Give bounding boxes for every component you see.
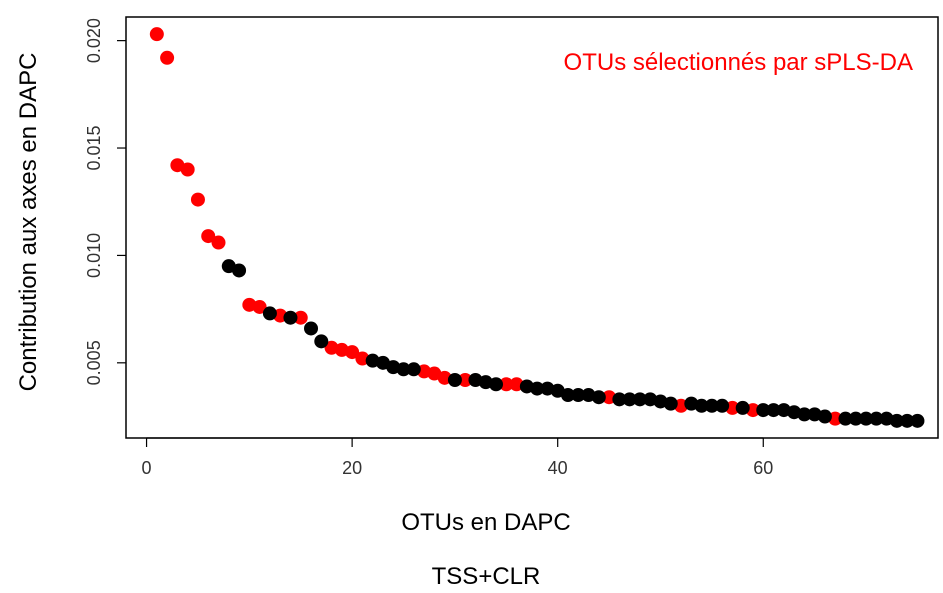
data-point	[797, 407, 812, 422]
x-tick-label: 0	[142, 458, 152, 478]
data-point	[345, 345, 360, 360]
data-point	[406, 362, 421, 377]
data-point	[869, 411, 884, 426]
x-tick-label: 40	[548, 458, 568, 478]
data-point	[211, 235, 226, 250]
annotation-label: OTUs sélectionnés par sPLS-DA	[564, 49, 913, 76]
y-tick-label: 0.005	[84, 340, 104, 385]
data-point	[622, 392, 637, 407]
data-point	[756, 403, 771, 418]
data-point	[704, 398, 719, 413]
data-point	[663, 396, 678, 411]
y-tick-label: 0.010	[84, 233, 104, 278]
data-point	[735, 400, 750, 415]
x-axis-title: OTUs en DAPC	[401, 509, 570, 536]
data-point	[859, 411, 874, 426]
data-point	[201, 229, 216, 244]
data-point	[232, 263, 247, 278]
data-point	[160, 50, 175, 65]
data-point	[149, 27, 164, 42]
y-tick-label: 0.015	[84, 126, 104, 171]
y-tick-label: 0.020	[84, 18, 104, 63]
data-point	[900, 413, 915, 428]
data-point	[889, 413, 904, 428]
data-point	[560, 388, 575, 403]
data-point	[632, 392, 647, 407]
data-point	[499, 377, 514, 392]
data-point	[314, 334, 329, 349]
chart-caption: TSS+CLR	[432, 563, 541, 590]
data-point	[252, 299, 267, 314]
x-axis: 0 20 40 60	[142, 437, 773, 478]
data-point	[190, 192, 205, 207]
plot-frame	[125, 16, 939, 439]
data-point	[489, 377, 504, 392]
data-point	[848, 411, 863, 426]
data-point	[694, 398, 709, 413]
data-point	[458, 373, 473, 388]
data-point	[715, 398, 730, 413]
data-point	[262, 306, 277, 321]
x-tick-label: 60	[753, 458, 773, 478]
data-point	[396, 362, 411, 377]
data-point	[293, 310, 308, 325]
data-point	[612, 392, 627, 407]
data-point	[447, 373, 462, 388]
data-point	[180, 162, 195, 177]
data-point	[766, 403, 781, 418]
data-point	[838, 411, 853, 426]
data-point	[283, 310, 298, 325]
y-axis: 0.005 0.010 0.015 0.020	[84, 18, 126, 385]
x-tick-label: 20	[342, 458, 362, 478]
data-point	[571, 388, 586, 403]
data-point	[530, 381, 545, 396]
data-points	[149, 27, 925, 428]
y-axis-title: Contribution aux axes en DAPC	[15, 53, 42, 392]
data-point	[910, 413, 925, 428]
data-point	[591, 390, 606, 405]
data-point	[304, 321, 319, 336]
data-point	[817, 409, 832, 424]
